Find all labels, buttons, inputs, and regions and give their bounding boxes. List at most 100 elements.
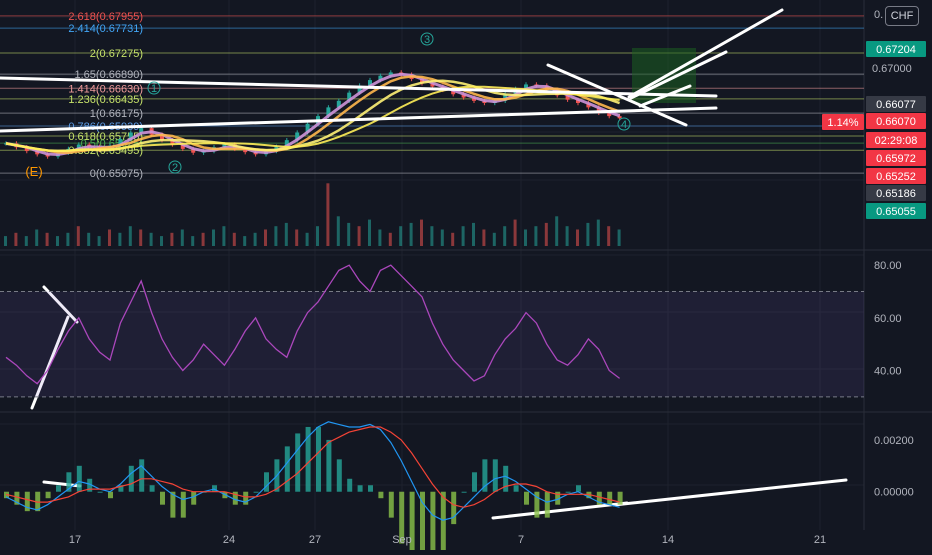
volume-bar [347, 222, 351, 246]
volume-bar [378, 229, 382, 246]
candle-body [284, 140, 289, 147]
candle-body [326, 107, 331, 117]
macd-histogram-bar [160, 491, 165, 505]
candle-body [378, 75, 383, 81]
moving-average-line [5, 85, 620, 152]
price-axis[interactable]: 0.67000 0.67204 0.66077 0.66070 02:29:08 0.65… [822, 41, 926, 499]
candle-body [576, 99, 580, 104]
candle-body [420, 78, 424, 84]
macd-histogram-bar [97, 491, 103, 493]
macd-histogram-bar [149, 485, 155, 492]
volume-bar [440, 229, 444, 246]
macd-histogram-bar [212, 485, 217, 492]
trendline [0, 76, 718, 98]
candle-body [191, 148, 196, 153]
volume-bar [524, 229, 527, 246]
time-axis[interactable]: 17 24 27 Sep 7 14 21 [69, 534, 826, 546]
macd-histogram-bar [409, 491, 415, 555]
volume-bar [149, 232, 153, 246]
candle-body [222, 144, 227, 148]
wave-circle [420, 32, 434, 46]
volume-bar [35, 229, 39, 246]
macd-histogram-bar [14, 491, 20, 505]
price-badge-label: 0.67204 [876, 44, 916, 56]
macd-histogram-bar [513, 485, 519, 492]
fib-level-label: 1(0.66175) [90, 108, 143, 120]
price-badge-label: 0.65252 [876, 171, 916, 183]
wave-circle [147, 81, 161, 95]
macd-histogram-bar [108, 491, 113, 499]
macd-histogram-bar [576, 485, 581, 492]
candle-body [347, 92, 352, 101]
volume-bar [160, 236, 163, 246]
candle-body [461, 94, 466, 98]
price-badge-bg [866, 96, 926, 112]
trendline [546, 63, 688, 127]
trendline [638, 84, 692, 108]
macd-histogram-bar [524, 491, 529, 505]
volume-bar [139, 229, 143, 246]
macd-histogram-bar [316, 426, 321, 492]
macd-histogram-bar [451, 491, 457, 525]
trendline [629, 50, 728, 100]
trendline [30, 315, 70, 410]
macd-pane[interactable] [4, 421, 623, 555]
moving-averages [5, 72, 621, 157]
rsi-axis-tick: 80.00 [874, 260, 902, 272]
trendline [0, 106, 718, 133]
time-axis-tick: 14 [662, 534, 674, 546]
price-badge-bg [866, 203, 926, 219]
macd-histogram-bar [430, 491, 436, 555]
volume-bar [617, 229, 621, 246]
trendline-drawings[interactable] [0, 8, 848, 520]
candle-body [617, 116, 622, 119]
macd-histogram-bar [284, 446, 290, 492]
fib-level-label: 2.414(0.67731) [68, 23, 143, 35]
volume-bars [4, 183, 621, 246]
candle-body [368, 80, 372, 86]
candle-body [524, 84, 528, 89]
macd-histogram-bar [66, 472, 72, 492]
candle-body [243, 148, 248, 153]
macd-histogram-bar [534, 491, 540, 518]
candle-body [180, 144, 185, 149]
trendline [42, 285, 79, 324]
macd-histogram-bar [253, 491, 259, 493]
volume-bar [555, 216, 559, 246]
price-badge-bg [866, 113, 926, 129]
macd-histogram-bar [368, 485, 373, 492]
candle-body [118, 139, 123, 146]
macd-line [5, 421, 620, 521]
volume-bar [388, 232, 392, 246]
currency-badge[interactable]: CHF [885, 6, 919, 26]
volume-bar [191, 236, 195, 246]
macd-histogram-bar [305, 426, 311, 492]
candle-body [388, 72, 393, 76]
macd-axis-tick: 0.00200 [874, 435, 914, 447]
macd-histogram-bar [180, 491, 186, 518]
volume-bar [253, 232, 257, 246]
rsi-axis-tick: 40.00 [874, 366, 902, 378]
candle-body [139, 128, 144, 133]
macd-histogram-bar [565, 491, 571, 493]
volume-bar [534, 226, 538, 246]
volume-bar [576, 229, 579, 246]
macd-histogram-bar [56, 485, 61, 492]
moving-average-line [5, 75, 621, 154]
fib-level-label: 1.414(0.66630) [68, 83, 143, 95]
macd-histogram-bar [191, 491, 197, 505]
change-badge-label: 1.14% [827, 117, 858, 129]
volume-bar [284, 222, 288, 246]
candle-body [357, 85, 362, 93]
fib-level-label: 1.236(0.66435) [68, 94, 143, 106]
macd-histogram-bar [420, 491, 425, 555]
candle-body [305, 123, 310, 133]
candle-body [76, 144, 81, 149]
volume-bar [420, 219, 423, 246]
volume-bar [503, 226, 507, 246]
wave-label: 1 [151, 83, 157, 95]
price-badge-label: 0.66070 [876, 116, 916, 128]
macd-histogram-bar [243, 491, 249, 505]
rsi-pane[interactable] [0, 264, 864, 398]
